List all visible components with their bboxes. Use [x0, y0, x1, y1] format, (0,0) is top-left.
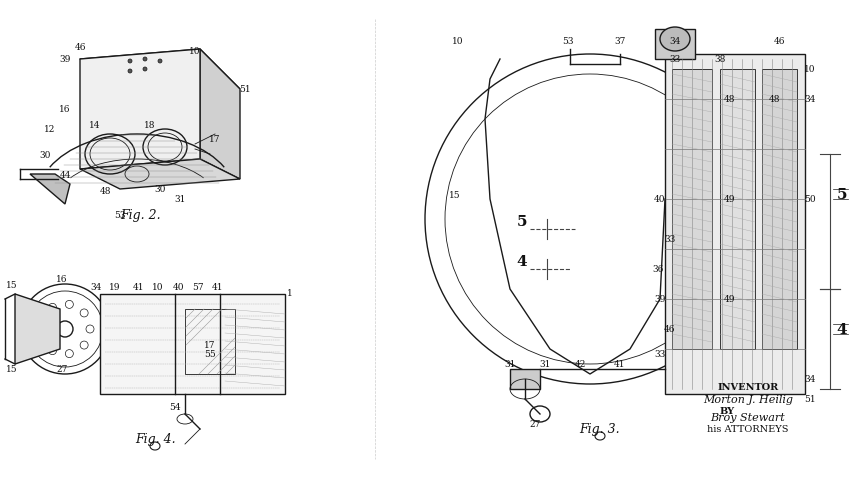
- Text: 51: 51: [804, 395, 816, 404]
- Text: 15: 15: [6, 365, 18, 374]
- Text: 42: 42: [575, 360, 586, 369]
- Text: 12: 12: [44, 125, 56, 134]
- Text: 15: 15: [449, 190, 461, 199]
- Text: 49: 49: [724, 195, 736, 204]
- Text: 37: 37: [615, 37, 626, 47]
- Text: 55: 55: [204, 350, 216, 359]
- Bar: [720, 70, 755, 349]
- Ellipse shape: [660, 28, 690, 52]
- Text: 4: 4: [517, 254, 527, 268]
- Polygon shape: [15, 294, 60, 364]
- Text: 54: 54: [169, 403, 181, 412]
- Circle shape: [128, 70, 132, 74]
- Text: 49: 49: [724, 295, 736, 304]
- Text: 57: 57: [192, 283, 204, 292]
- Polygon shape: [30, 175, 70, 204]
- Text: 17: 17: [204, 340, 216, 349]
- Text: 10: 10: [152, 283, 164, 292]
- Text: 30: 30: [155, 185, 166, 194]
- Bar: [665, 55, 805, 394]
- Text: Broy Stewart: Broy Stewart: [711, 412, 785, 422]
- Text: 48: 48: [769, 96, 781, 104]
- Text: 30: 30: [39, 150, 51, 159]
- Polygon shape: [80, 50, 240, 100]
- Text: 34: 34: [804, 96, 816, 104]
- Text: 31: 31: [504, 360, 516, 369]
- Text: Fig. 4.: Fig. 4.: [134, 432, 175, 445]
- Text: 38: 38: [714, 55, 726, 64]
- Circle shape: [128, 60, 132, 64]
- Text: 27: 27: [530, 420, 541, 429]
- Text: 33: 33: [669, 55, 681, 64]
- Text: 39: 39: [60, 55, 71, 64]
- Circle shape: [143, 58, 147, 62]
- Text: 50: 50: [804, 195, 816, 204]
- Text: 10: 10: [452, 37, 464, 47]
- Text: 27: 27: [56, 365, 68, 374]
- Text: 31: 31: [539, 360, 551, 369]
- Bar: [100, 294, 285, 394]
- Text: 18: 18: [144, 120, 156, 129]
- Text: Morton J. Heilig: Morton J. Heilig: [703, 394, 793, 404]
- Text: 51: 51: [239, 85, 251, 94]
- Text: 41: 41: [212, 283, 224, 292]
- Text: 46: 46: [774, 37, 785, 47]
- Circle shape: [158, 60, 162, 64]
- Text: 31: 31: [174, 195, 185, 204]
- Polygon shape: [80, 160, 240, 190]
- Text: 19: 19: [110, 283, 121, 292]
- Text: Fig. 3.: Fig. 3.: [580, 422, 620, 435]
- Text: 36: 36: [652, 265, 664, 274]
- Bar: [762, 70, 797, 349]
- Text: 33: 33: [665, 235, 676, 244]
- Text: 40: 40: [173, 283, 184, 292]
- Text: 41: 41: [133, 283, 144, 292]
- Bar: [655, 30, 695, 60]
- Text: 46: 46: [664, 325, 676, 334]
- Text: his ATTORNEYS: his ATTORNEYS: [707, 425, 789, 433]
- Text: 4: 4: [836, 323, 847, 336]
- Bar: [510, 369, 540, 389]
- Text: 33: 33: [654, 350, 666, 359]
- Text: 34: 34: [804, 375, 816, 384]
- Text: 48: 48: [724, 96, 736, 104]
- Text: 40: 40: [654, 195, 666, 204]
- Text: 16: 16: [56, 275, 68, 284]
- Text: 5: 5: [517, 215, 527, 228]
- Bar: [185, 309, 235, 374]
- Text: 14: 14: [89, 120, 101, 129]
- Text: BY: BY: [720, 407, 735, 416]
- Text: 48: 48: [99, 187, 110, 196]
- Polygon shape: [200, 50, 240, 180]
- Text: 46: 46: [74, 43, 86, 52]
- Text: 39: 39: [654, 295, 666, 304]
- Text: 41: 41: [615, 360, 626, 369]
- Text: 5: 5: [836, 188, 847, 202]
- Text: INVENTOR: INVENTOR: [717, 383, 779, 392]
- Text: 15: 15: [6, 280, 18, 289]
- Text: 44: 44: [60, 170, 71, 179]
- Text: 1: 1: [287, 288, 293, 297]
- Text: 53: 53: [562, 37, 574, 47]
- Text: 16: 16: [60, 105, 71, 114]
- Text: 10: 10: [804, 65, 816, 74]
- Text: 34: 34: [669, 37, 681, 47]
- Text: 34: 34: [90, 283, 102, 292]
- Circle shape: [143, 68, 147, 72]
- Text: 10: 10: [190, 48, 201, 56]
- Text: Fig. 2.: Fig. 2.: [120, 208, 161, 221]
- Text: 17: 17: [209, 135, 221, 144]
- Bar: [672, 70, 712, 349]
- Polygon shape: [80, 50, 200, 169]
- Text: 53: 53: [114, 210, 126, 219]
